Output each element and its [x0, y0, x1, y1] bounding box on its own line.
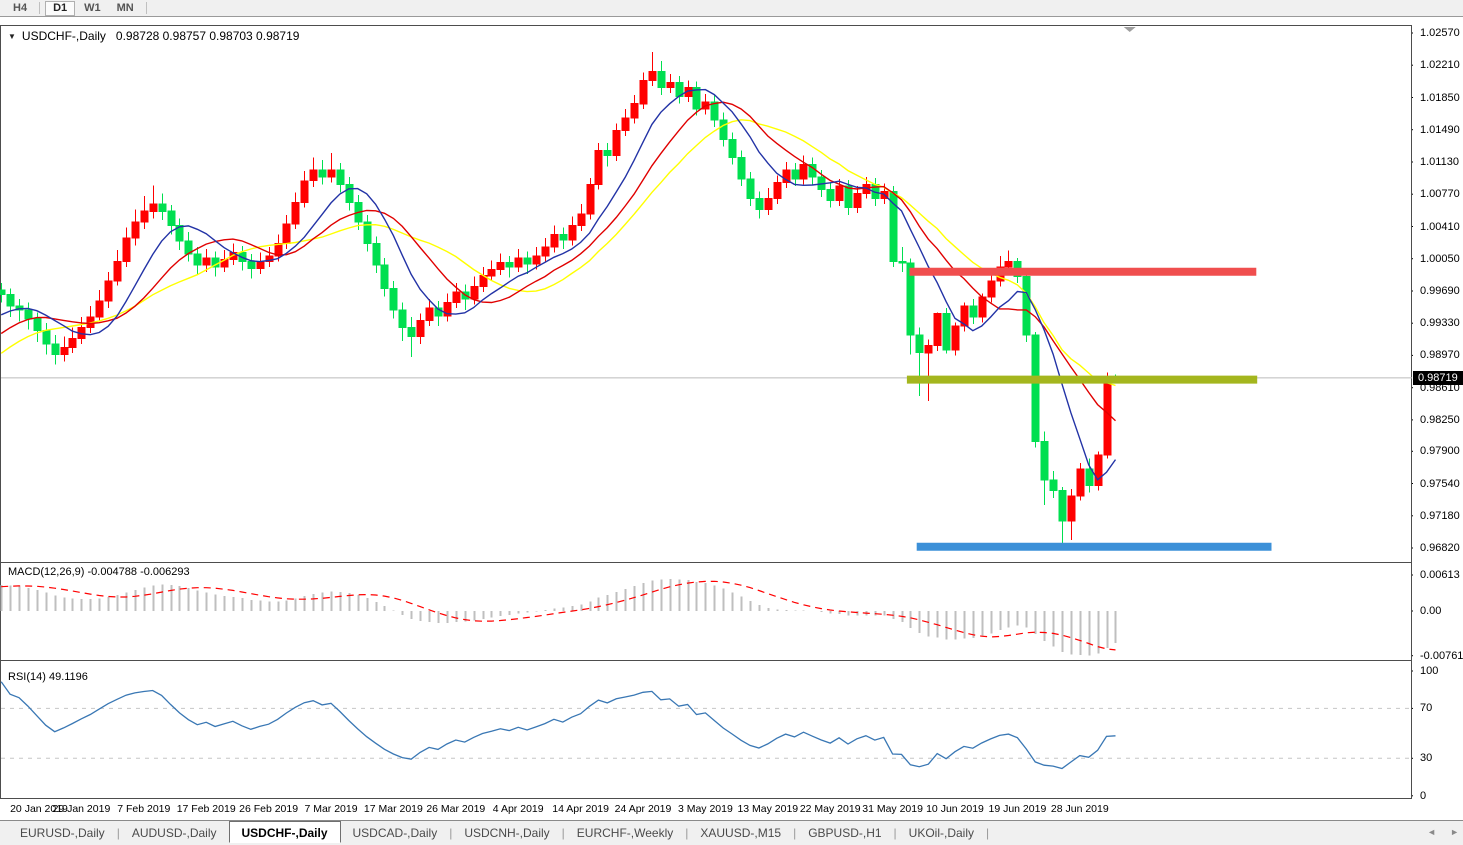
date-axis-label: 19 Jun 2019: [988, 803, 1047, 815]
macd-values: -0.004788 -0.006293: [87, 566, 190, 578]
price-axis-label: 0.98970: [1420, 349, 1460, 362]
toolbar-divider: [145, 2, 147, 14]
price-axis-label: 0.97900: [1420, 445, 1460, 458]
collapse-indicator-icon[interactable]: ▼: [8, 32, 16, 41]
date-axis-label: 20 Jan 2019: [10, 803, 68, 815]
chart-title: ▼ USDCHF-,Daily 0.98728 0.98757 0.98703 0.…: [8, 29, 299, 43]
price-axis-label: 1.01850: [1420, 91, 1460, 104]
price-axis-label: 1.02570: [1420, 27, 1460, 39]
chart-tab-bar: EURUSD-,Daily | AUDUSD-,Daily USDCHF-,Daily…: [0, 820, 1463, 845]
tab-divider: |: [116, 826, 120, 840]
chart-tab-eurusd[interactable]: EURUSD-,Daily: [20, 826, 105, 840]
chart-symbol-label: USDCHF-,Daily: [21, 29, 106, 43]
date-axis-label: 14 Apr 2019: [552, 803, 609, 815]
price-axis-label: 1.01130: [1420, 156, 1459, 168]
tab-divider: |: [893, 826, 897, 840]
ma-13-line: [0, 101, 1116, 422]
date-axis-label: 10 Jun 2019: [926, 803, 984, 815]
price-axis[interactable]: 0.98719 1.02570 1.02210 1.01850 1.01490 1.01…: [1413, 25, 1463, 802]
macd-name: MACD(12,26,9): [8, 566, 85, 578]
tab-scroll-controls: ◄ ►: [1427, 827, 1459, 837]
bar-shift-marker-icon: [1123, 27, 1136, 32]
macd-signal-line: [1, 580, 1116, 651]
date-axis-label: 26 Mar 2019: [426, 803, 486, 815]
tab-divider: |: [561, 826, 565, 840]
tab-divider: |: [685, 826, 689, 840]
rsi-value: 49.1196: [48, 671, 88, 683]
timeframe-button-d1[interactable]: D1: [45, 0, 76, 16]
macd-axis-label: -0.007612: [1420, 649, 1463, 662]
date-axis-label: 29 Jan 2019: [52, 803, 111, 815]
rsi-name: RSI(14): [8, 671, 46, 683]
price-axis-label: 1.00770: [1420, 188, 1460, 201]
rsi-axis-label: 100: [1420, 665, 1439, 677]
timeframe-button-mn[interactable]: MN: [116, 2, 134, 14]
chart-tab-xauusd[interactable]: XAUUSD-,M15: [700, 826, 782, 840]
macd-indicator-label: MACD(12,26,9) -0.004788 -0.006293: [8, 566, 190, 578]
timeframe-button-w1[interactable]: W1: [84, 2, 101, 14]
timeframe-button-h4[interactable]: H4: [13, 2, 28, 14]
date-axis-label: 26 Feb 2019: [239, 803, 299, 815]
rsi-indicator-label: RSI(14) 49.1196: [8, 671, 88, 683]
chart-ohlc-values: 0.98728 0.98757 0.98703 0.98719: [115, 29, 300, 43]
tab-divider: |: [986, 826, 990, 840]
price-axis-label: 0.99690: [1420, 285, 1460, 297]
tab-scroll-right-icon[interactable]: ►: [1450, 827, 1459, 837]
rsi-line: [0, 681, 1116, 770]
price-axis-label: 1.01490: [1420, 123, 1460, 136]
current-price-tag: 0.98719: [1413, 370, 1463, 385]
rsi-axis-label: 30: [1420, 752, 1433, 765]
price-axis-label: 0.98610: [1420, 381, 1460, 394]
price-axis-label: 0.96820: [1420, 542, 1460, 554]
price-axis-label: 0.98250: [1420, 413, 1460, 426]
chart-tab-audusd[interactable]: AUDUSD-,Daily: [131, 826, 217, 840]
ma-8-line: [0, 88, 1117, 481]
chart-tab-eurchf[interactable]: EURCHF-,Weekly: [576, 826, 674, 840]
candlestick-series: [0, 51, 1120, 548]
timeframe-toolbar: H4 D1 W1 MN: [0, 0, 1463, 17]
chart-tab-usdcnh[interactable]: USDCNH-,Daily: [464, 826, 550, 840]
tab-scroll-left-icon[interactable]: ◄: [1427, 827, 1437, 837]
date-axis-label: 4 Apr 2019: [492, 803, 544, 815]
chart-tab-ukoil[interactable]: UKOil-,Daily: [908, 826, 975, 840]
chart-tab-gbpusd[interactable]: GBPUSD-,H1: [808, 826, 882, 840]
date-axis-label: 7 Feb 2019: [117, 803, 171, 815]
date-axis-label: 31 May 2019: [862, 803, 923, 815]
price-axis-label: 0.99330: [1420, 317, 1460, 330]
macd-axis-label: 0.00613: [1420, 569, 1460, 581]
date-axis-label: 22 May 2019: [799, 803, 861, 815]
price-axis-label: 0.97540: [1420, 477, 1460, 490]
toolbar-divider: [39, 2, 41, 14]
date-axis[interactable]: 20 Jan 2019 29 Jan 2019 7 Feb 2019 17 Feb 2…: [0, 800, 1412, 818]
date-axis-label: 17 Feb 2019: [176, 803, 236, 815]
chart-tab-usdcad[interactable]: USDCAD-,Daily: [352, 826, 438, 840]
price-axis-label: 1.00050: [1420, 252, 1460, 265]
tab-divider: |: [449, 826, 453, 840]
date-axis-label: 17 Mar 2019: [363, 803, 423, 815]
price-axis-label: 1.02210: [1420, 59, 1460, 72]
ma-18-line: [0, 119, 1116, 387]
date-axis-label: 3 May 2019: [677, 803, 733, 815]
rsi-axis-label: 0: [1420, 789, 1427, 802]
price-axis-label: 1.00410: [1420, 220, 1460, 233]
chart-window[interactable]: [0, 25, 1412, 799]
date-axis-label: 24 Apr 2019: [614, 803, 672, 815]
chart-tab-usdchf[interactable]: USDCHF-,Daily: [228, 820, 341, 843]
date-axis-label: 13 May 2019: [737, 803, 799, 815]
date-axis-label: 28 Jun 2019: [1050, 803, 1109, 815]
rsi-axis-label: 70: [1420, 702, 1433, 715]
tab-divider: |: [793, 826, 797, 840]
date-axis-label: 7 Mar 2019: [304, 803, 358, 815]
price-axis-label: 0.97180: [1420, 509, 1460, 522]
macd-axis-label: 0.00: [1420, 605, 1442, 617]
